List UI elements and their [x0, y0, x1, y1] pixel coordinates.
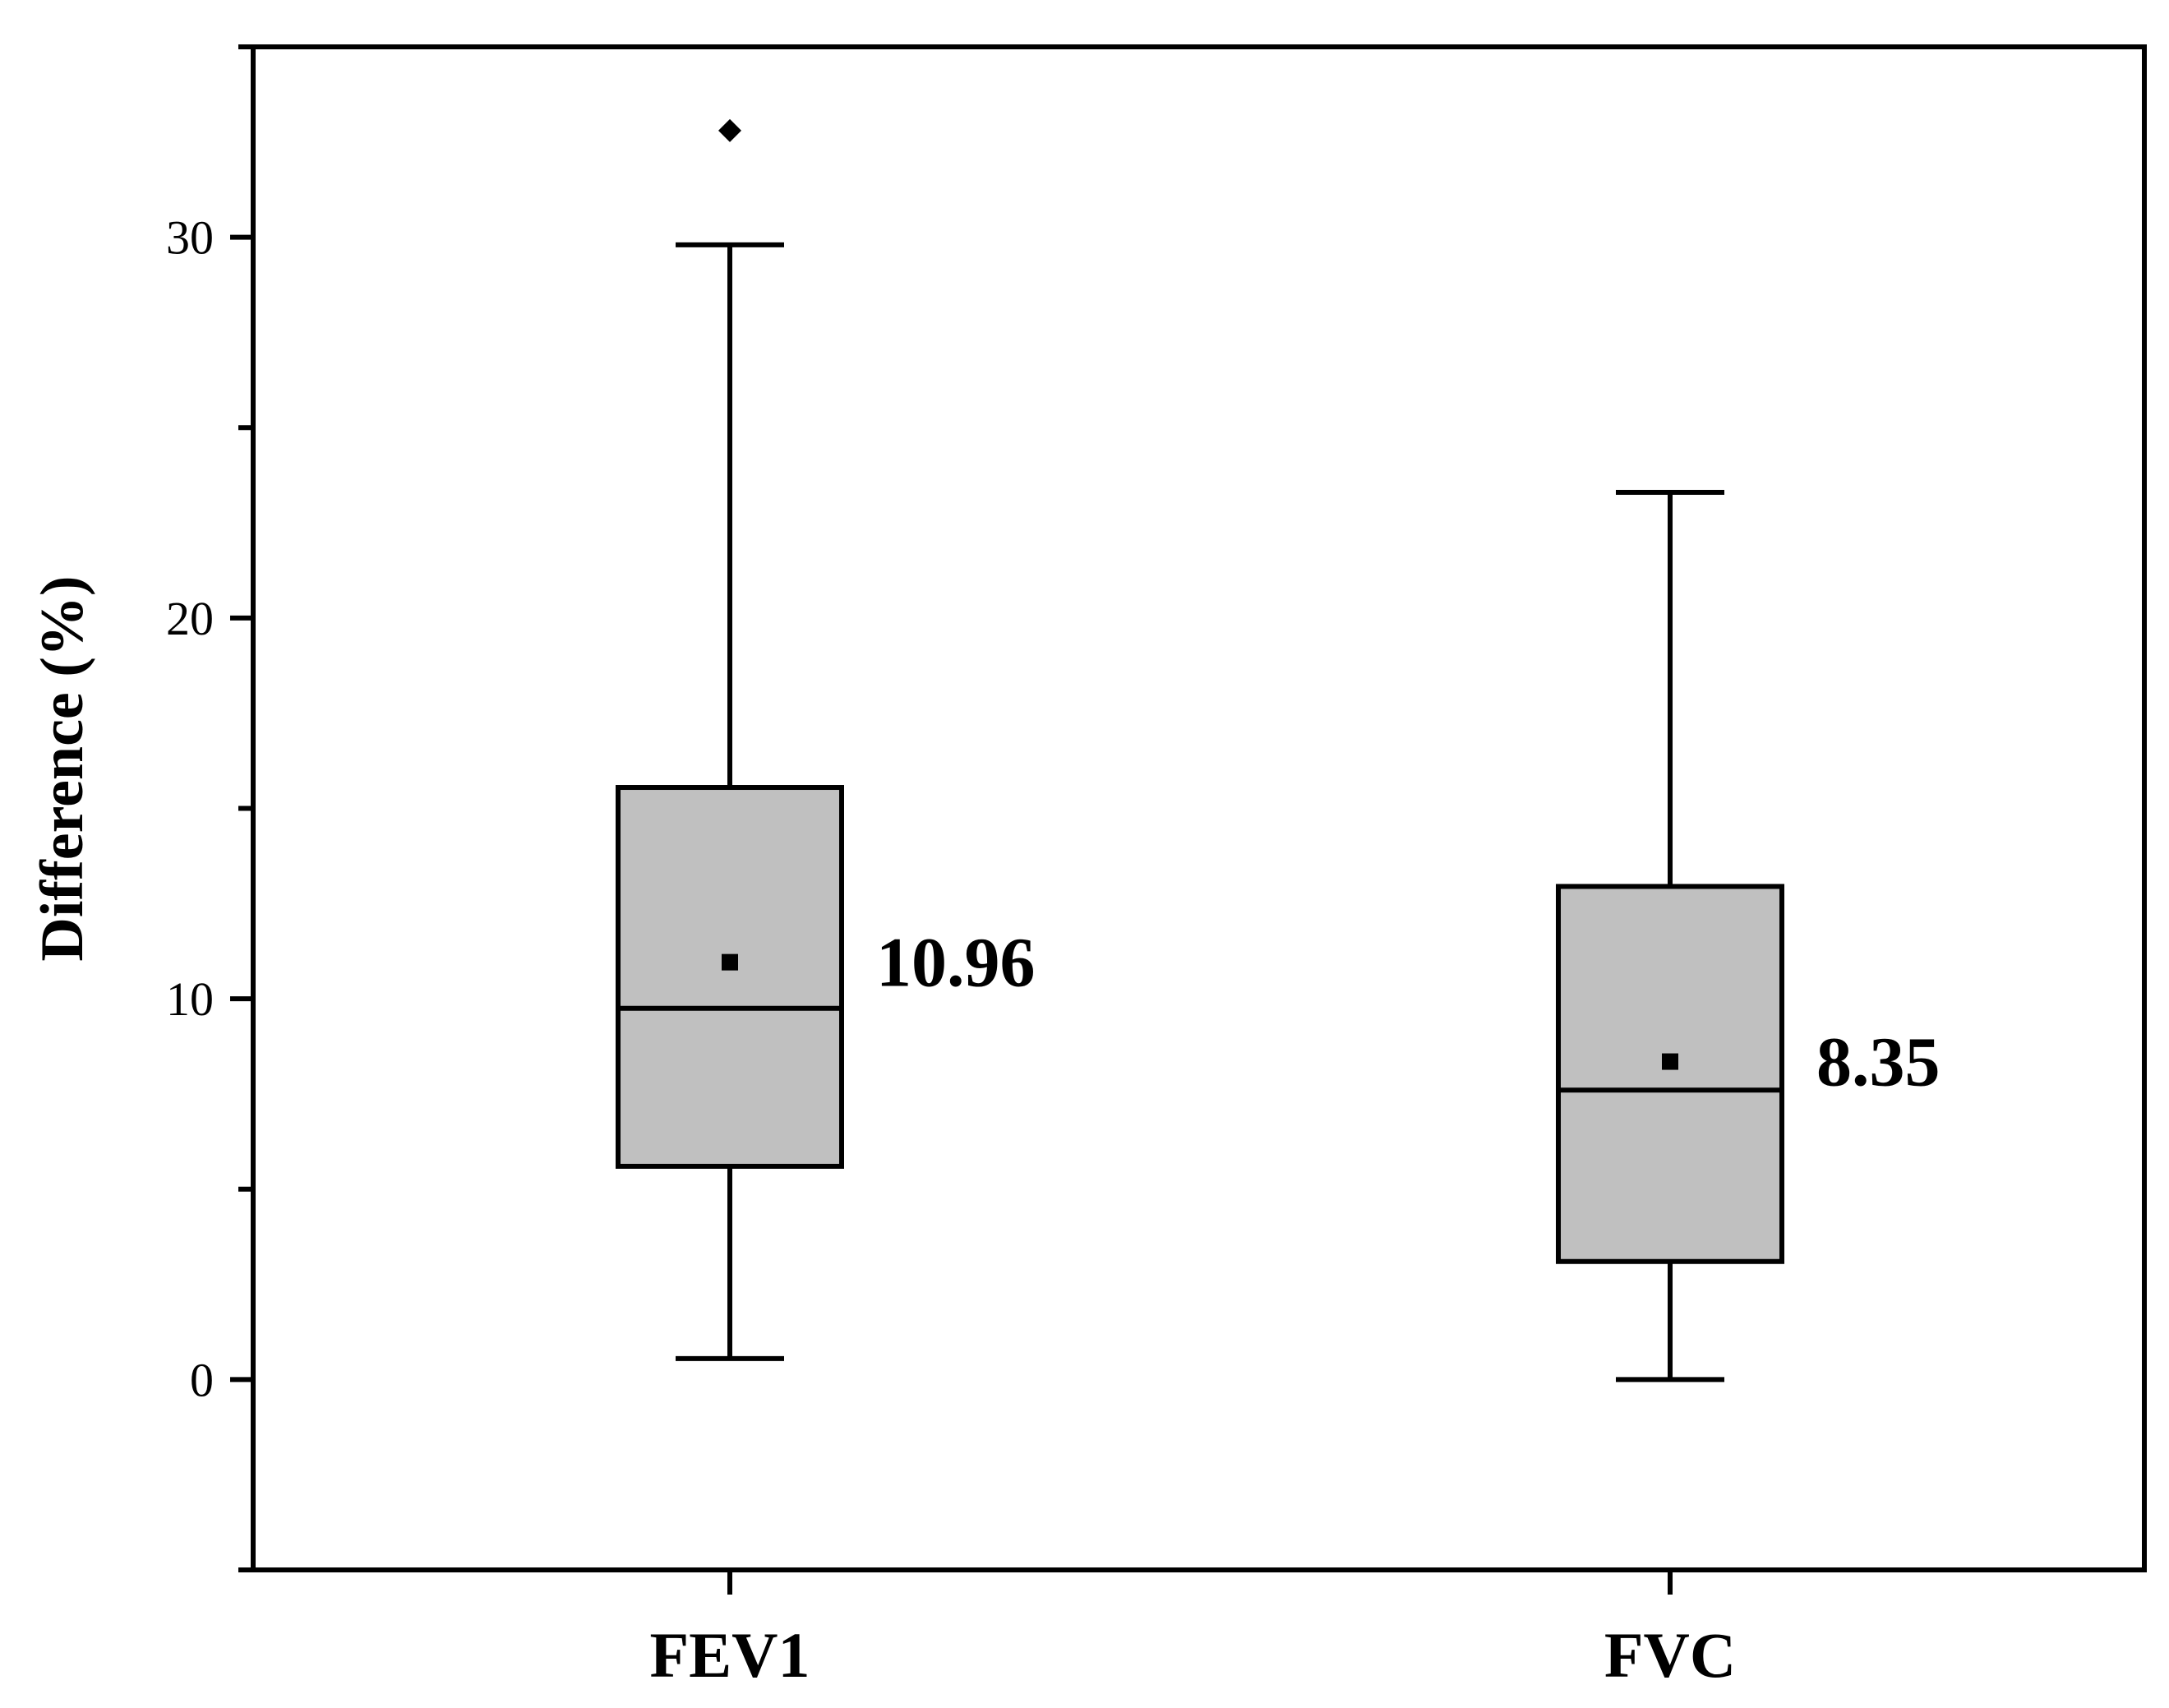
iqr-box — [1556, 884, 1784, 1264]
mean-value-label: 8.35 — [1816, 1022, 1941, 1101]
y-axis-title: Difference (%) — [29, 575, 96, 961]
mean-marker — [1662, 1053, 1678, 1070]
y-tick-label: 20 — [166, 592, 214, 645]
y-tick-label: 0 — [190, 1353, 214, 1406]
iqr-box — [616, 785, 844, 1169]
y-tick-label: 10 — [166, 972, 214, 1026]
y-tick-label: 30 — [166, 211, 214, 265]
x-tick-label: FVC — [1604, 1619, 1736, 1691]
x-tick-label: FEV1 — [650, 1619, 810, 1691]
x-axis: FEV1 FVC — [650, 1570, 1736, 1691]
mean-marker — [722, 953, 738, 971]
plot-frame — [251, 44, 2147, 1572]
plot-border — [251, 44, 2147, 1572]
box-group: 10.96 — [616, 118, 1036, 1361]
box-group: 8.35 — [1556, 490, 1941, 1383]
outlier-point — [718, 118, 741, 142]
mean-value-label: 10.96 — [876, 923, 1036, 1002]
box-series: 10.96 8.35 — [616, 118, 1941, 1383]
y-axis: 0 10 20 30 — [166, 44, 253, 1572]
